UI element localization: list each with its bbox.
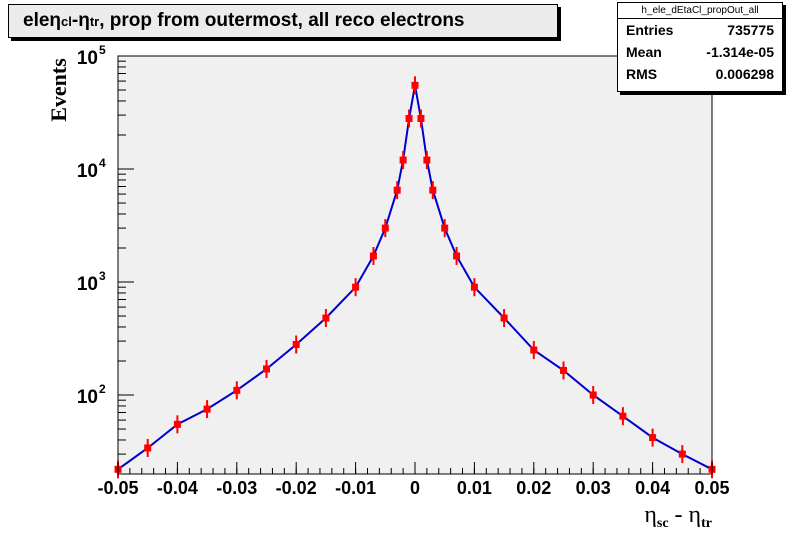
data-point bbox=[352, 283, 360, 291]
data-point bbox=[417, 114, 425, 122]
x-axis-label: ηsc - ηtr bbox=[644, 502, 712, 531]
x-tick-label: -0.04 bbox=[157, 478, 198, 498]
y-tick-label: 10 bbox=[77, 48, 98, 69]
x-tick-label: -0.01 bbox=[335, 478, 376, 498]
data-point bbox=[405, 114, 413, 122]
data-point bbox=[144, 444, 152, 452]
stats-label: Mean bbox=[626, 44, 662, 60]
y-tick-exponent: 5 bbox=[99, 43, 106, 57]
data-point bbox=[423, 156, 431, 164]
data-point bbox=[530, 346, 538, 354]
y-tick-label: 10 bbox=[77, 161, 98, 182]
x-tick-label: 0.04 bbox=[635, 478, 670, 498]
chart-title: ele η cl - η tr, prop from outermost, all … bbox=[8, 4, 558, 38]
data-point bbox=[589, 391, 597, 399]
y-tick-exponent: 4 bbox=[99, 156, 106, 170]
data-point bbox=[560, 366, 567, 374]
data-series bbox=[114, 76, 716, 479]
data-point bbox=[263, 365, 270, 373]
stats-row-mean: Mean -1.314e-05 bbox=[618, 41, 782, 63]
plot-frame bbox=[117, 55, 713, 475]
x-tick-label: 0.02 bbox=[516, 478, 551, 498]
x-tick-label: 0.01 bbox=[457, 478, 492, 498]
data-point bbox=[203, 405, 211, 413]
data-point bbox=[322, 314, 330, 322]
x-tick-label: 0.05 bbox=[694, 478, 729, 498]
stats-label: RMS bbox=[626, 66, 658, 82]
data-point bbox=[441, 224, 449, 232]
y-axis-label: Events bbox=[46, 58, 71, 122]
stats-box: h_ele_dEtaCl_propOut_all Entries 735775 … bbox=[617, 2, 783, 92]
stats-label: Entries bbox=[626, 22, 674, 38]
stats-histogram-name: h_ele_dEtaCl_propOut_all bbox=[618, 3, 782, 19]
data-point bbox=[381, 224, 389, 232]
data-point bbox=[292, 340, 300, 348]
data-point bbox=[678, 450, 686, 458]
data-point bbox=[173, 420, 181, 428]
stats-value: 735775 bbox=[727, 22, 774, 38]
data-point bbox=[399, 156, 407, 164]
y-tick-exponent: 3 bbox=[99, 269, 106, 283]
y-tick-label: 10 bbox=[77, 387, 98, 408]
stats-row-entries: Entries 735775 bbox=[618, 19, 782, 41]
x-tick-label: -0.03 bbox=[216, 478, 257, 498]
data-point bbox=[369, 252, 377, 260]
stats-row-rms: RMS 0.006298 bbox=[618, 63, 782, 85]
data-point bbox=[411, 81, 419, 89]
data-point bbox=[619, 412, 627, 420]
data-point bbox=[470, 283, 478, 291]
data-point bbox=[453, 252, 461, 260]
data-point bbox=[233, 386, 241, 394]
stats-value: 0.006298 bbox=[715, 66, 774, 82]
data-point bbox=[500, 314, 508, 322]
y-tick-label: 10 bbox=[77, 274, 98, 295]
x-tick-label: 0.03 bbox=[576, 478, 611, 498]
stats-value: -1.314e-05 bbox=[706, 44, 774, 60]
data-point bbox=[429, 186, 437, 194]
x-tick-label: -0.02 bbox=[276, 478, 317, 498]
axes: -0.05 -0.04 -0.03 -0.02 -0.01 0 0.01 0.02 0.03 0.… bbox=[77, 43, 730, 498]
x-tick-label: 0 bbox=[410, 478, 420, 498]
data-point bbox=[393, 186, 401, 194]
y-tick-exponent: 2 bbox=[99, 382, 106, 396]
data-point bbox=[649, 434, 657, 442]
x-tick-label: -0.05 bbox=[97, 478, 138, 498]
